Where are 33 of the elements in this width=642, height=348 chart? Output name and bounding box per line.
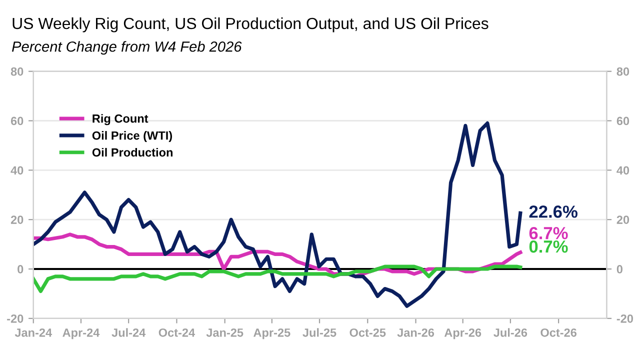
x-tick-label: Jul-24 xyxy=(112,328,146,337)
x-tick-label: Jan-26 xyxy=(397,328,434,337)
legend-label: Oil Production xyxy=(92,148,172,157)
chart-subtitle: Percent Change from W4 Feb 2026 xyxy=(12,41,242,55)
y2-tick-label: -20 xyxy=(616,314,633,323)
y2-tick-label: 60 xyxy=(616,116,630,126)
data-label: 6.7% xyxy=(529,227,568,240)
legend-label: Oil Price (WTI) xyxy=(92,131,172,142)
x-tick-label: Oct-24 xyxy=(158,328,196,337)
data-label: 0.7% xyxy=(529,240,568,253)
y-tick-label: 0 xyxy=(18,265,24,274)
line-series xyxy=(33,264,522,294)
y2-tick-label: 40 xyxy=(616,166,630,175)
y-tick-label: 40 xyxy=(10,166,24,175)
y-tick-label: 60 xyxy=(10,116,24,126)
data-label: 22.6% xyxy=(529,206,578,218)
legend-label: Rig Count xyxy=(92,114,148,126)
y2-tick-label: 0 xyxy=(616,265,622,274)
x-tick-label: Oct-26 xyxy=(540,328,577,337)
y-tick-label: 80 xyxy=(10,67,24,76)
x-tick-label: Apr-26 xyxy=(444,328,482,340)
x-tick-label: Jan-24 xyxy=(14,328,52,337)
x-tick-label: Oct-25 xyxy=(350,328,386,337)
y2-tick-label: 80 xyxy=(616,67,630,76)
x-tick-label: Apr-25 xyxy=(254,328,290,340)
y-tick-label: 20 xyxy=(10,216,24,224)
chart-title: US Weekly Rig Count, US Oil Production Output, and US Oil Prices xyxy=(12,17,488,32)
x-tick-label: Jul-26 xyxy=(494,328,528,337)
x-tick-label: Jul-25 xyxy=(302,328,336,337)
y2-tick-label: 20 xyxy=(616,216,630,224)
x-tick-label: Jan-25 xyxy=(206,328,244,337)
x-tick-label: Apr-24 xyxy=(62,328,100,340)
y-tick-label: -20 xyxy=(7,314,24,323)
